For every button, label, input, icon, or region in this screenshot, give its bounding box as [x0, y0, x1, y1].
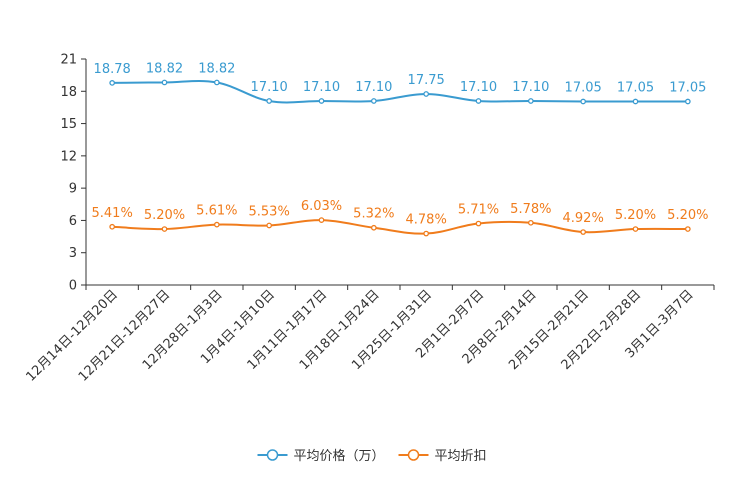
- data-label: 17.10: [251, 80, 288, 95]
- x-tick-label: 12月14日-12月20日: [24, 287, 121, 384]
- data-point: [684, 226, 691, 232]
- data-label: 4.78%: [406, 213, 447, 228]
- data-label: 17.05: [565, 81, 602, 96]
- legend-label-1: 平均价格（万）: [294, 448, 385, 464]
- data-label: 5.20%: [144, 208, 185, 223]
- data-label: 17.75: [408, 73, 445, 88]
- data-label: 5.32%: [353, 207, 394, 222]
- data-label: 17.10: [355, 80, 392, 95]
- y-tick-label: 3: [69, 246, 77, 261]
- data-point: [266, 98, 273, 104]
- data-label: 5.20%: [667, 208, 708, 223]
- data-point: [632, 98, 639, 105]
- legend-label-2: 平均折扣: [435, 449, 487, 464]
- data-label: 5.53%: [249, 204, 290, 219]
- data-point: [475, 98, 482, 104]
- data-label: 4.92%: [563, 211, 604, 226]
- y-tick-label: 0: [69, 279, 77, 294]
- data-point: [318, 98, 325, 104]
- series-line-1: [112, 79, 688, 104]
- data-point: [527, 98, 534, 104]
- data-label: 6.03%: [301, 199, 342, 214]
- data-label: 17.05: [669, 81, 706, 96]
- data-point: [370, 98, 377, 104]
- y-tick-label: 21: [60, 53, 77, 68]
- data-point: [684, 98, 691, 105]
- data-point: [109, 223, 116, 230]
- x-tick-label: 12月21日-12月27日: [76, 287, 173, 384]
- data-point: [580, 229, 587, 235]
- legend-swatch-marker: [266, 449, 279, 461]
- data-point: [527, 219, 534, 226]
- data-label: 17.05: [617, 81, 654, 96]
- data-point: [161, 79, 168, 86]
- data-point: [109, 80, 116, 86]
- legend-swatch-marker: [407, 449, 420, 461]
- data-point: [475, 220, 482, 227]
- data-label: 5.20%: [615, 208, 656, 223]
- data-point: [423, 230, 430, 237]
- y-tick-label: 6: [69, 214, 77, 229]
- data-label: 18.82: [146, 61, 183, 76]
- data-label: 5.41%: [92, 206, 133, 221]
- data-point: [423, 91, 430, 97]
- y-tick-label: 18: [60, 85, 77, 100]
- y-tick-label: 9: [69, 182, 77, 197]
- y-tick-label: 12: [60, 149, 77, 164]
- series-line-2: [112, 219, 688, 235]
- y-tick-label: 15: [60, 117, 77, 132]
- data-point: [266, 222, 273, 229]
- data-label: 5.61%: [196, 204, 237, 219]
- data-label: 17.10: [303, 80, 340, 95]
- data-label: 18.82: [198, 61, 235, 76]
- data-label: 17.10: [512, 80, 549, 95]
- data-label: 18.78: [94, 62, 131, 77]
- data-point: [632, 226, 639, 232]
- data-point: [318, 217, 325, 223]
- data-point: [213, 221, 220, 228]
- data-point: [370, 224, 377, 231]
- data-point: [161, 226, 168, 232]
- data-label: 5.78%: [510, 202, 551, 217]
- data-point: [580, 98, 587, 105]
- data-label: 5.71%: [458, 203, 499, 218]
- data-point: [213, 79, 220, 86]
- data-label: 17.10: [460, 80, 497, 95]
